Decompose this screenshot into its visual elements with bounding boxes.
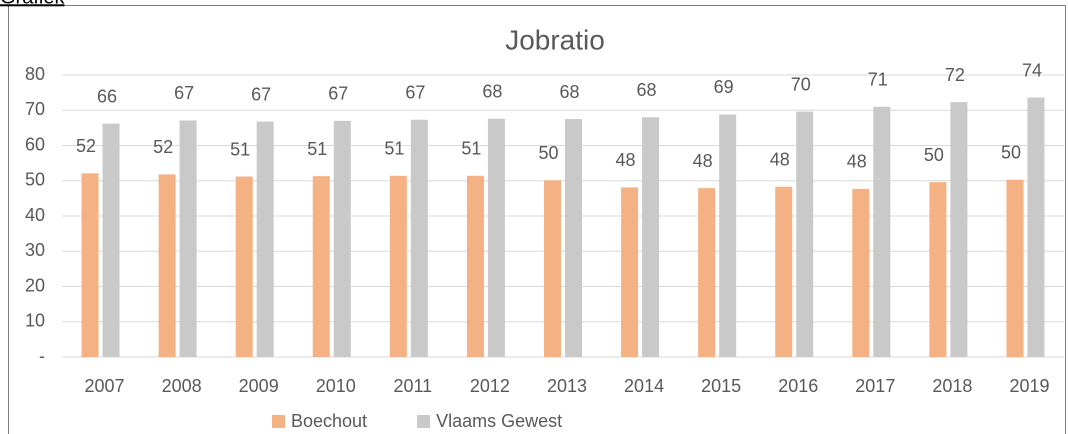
bar — [775, 186, 793, 357]
bar — [389, 175, 407, 357]
bar — [312, 176, 330, 357]
value-label: 67 — [174, 83, 194, 103]
value-label: 70 — [791, 74, 811, 94]
x-tick-label: 2017 — [855, 376, 895, 396]
value-label: 48 — [693, 151, 713, 171]
value-label: 51 — [307, 139, 327, 159]
value-label: 72 — [945, 65, 965, 85]
value-label: 68 — [559, 82, 579, 102]
x-tick-label: 2007 — [85, 376, 125, 396]
value-label: 69 — [714, 77, 734, 97]
value-label: 71 — [868, 69, 888, 89]
x-tick-label: 2012 — [470, 376, 510, 396]
bar — [852, 188, 870, 357]
value-label: 50 — [538, 143, 558, 163]
y-tick-label: 40 — [25, 205, 45, 225]
value-label: 74 — [1022, 60, 1042, 80]
x-tick-label: 2013 — [547, 376, 587, 396]
value-label: 52 — [76, 136, 96, 156]
value-label: 51 — [461, 139, 481, 159]
value-label: 68 — [482, 81, 502, 101]
bar — [796, 111, 814, 357]
value-label: 48 — [616, 150, 636, 170]
bar — [235, 176, 253, 357]
legend-swatch — [417, 415, 431, 428]
bar — [102, 123, 120, 358]
value-label: 48 — [770, 149, 790, 169]
bar — [565, 119, 582, 357]
value-label: 66 — [97, 86, 117, 106]
y-tick-label: 10 — [25, 311, 45, 331]
bar — [487, 118, 505, 358]
bar — [698, 188, 716, 357]
x-tick-label: 2019 — [1009, 376, 1049, 396]
bar — [929, 182, 947, 357]
heading: Grafiek — [0, 0, 65, 8]
bar — [410, 119, 428, 357]
x-tick-label: 2008 — [162, 376, 202, 396]
value-label: 50 — [924, 145, 944, 165]
value-label: 67 — [328, 84, 348, 104]
bar — [466, 175, 484, 357]
legend-label: Boechout — [291, 411, 367, 431]
legend-swatch — [272, 415, 285, 428]
bar — [719, 114, 737, 357]
value-label: 51 — [384, 139, 404, 159]
bar — [873, 106, 891, 357]
bar — [950, 102, 968, 357]
value-label: 48 — [847, 152, 867, 172]
value-label: 67 — [405, 83, 425, 103]
bar — [333, 120, 351, 357]
bar — [1006, 179, 1024, 357]
x-tick-label: 2011 — [393, 376, 432, 396]
bar — [1027, 97, 1045, 357]
x-tick-label: 2016 — [778, 376, 818, 396]
value-label: 51 — [230, 139, 250, 159]
y-tick-label: 30 — [25, 240, 45, 260]
bar — [256, 121, 274, 357]
bar — [621, 187, 639, 357]
x-tick-label: 2015 — [701, 376, 741, 396]
value-label: 52 — [153, 137, 173, 157]
value-label: 50 — [1001, 142, 1021, 162]
y-tick-label: - — [39, 346, 45, 366]
x-tick-label: 2009 — [239, 376, 279, 396]
bar — [544, 180, 561, 357]
x-tick-label: 2014 — [624, 376, 664, 396]
bar — [179, 120, 197, 357]
value-label: 68 — [637, 80, 657, 100]
chart-title: Jobratio — [505, 24, 605, 55]
y-tick-label: 60 — [25, 134, 45, 154]
x-tick-label: 2018 — [932, 376, 972, 396]
y-tick-label: 80 — [25, 64, 45, 84]
y-tick-label: 70 — [25, 99, 45, 119]
y-tick-label: 50 — [25, 170, 45, 190]
bar — [642, 117, 660, 357]
value-label: 67 — [251, 84, 271, 104]
x-tick-label: 2010 — [316, 376, 356, 396]
y-tick-label: 20 — [25, 275, 45, 295]
legend-label: Vlaams Gewest — [436, 411, 562, 431]
bar — [81, 173, 99, 357]
bar — [158, 174, 176, 357]
